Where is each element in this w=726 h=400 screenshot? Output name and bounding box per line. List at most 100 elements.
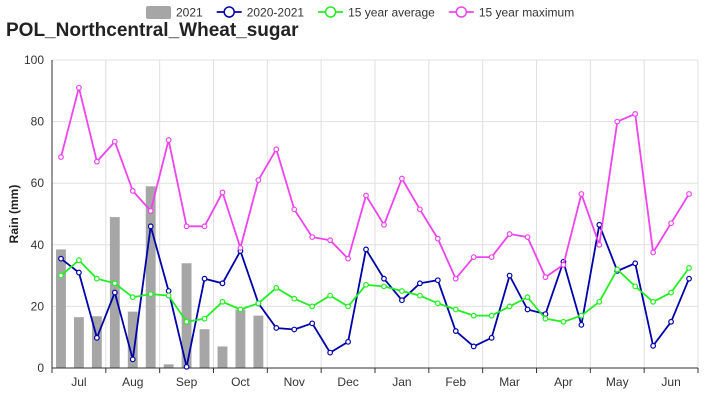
point-15-year-average — [524, 294, 531, 301]
point-15-year-average — [596, 298, 603, 305]
point-15-year-maximum — [129, 187, 136, 194]
bar-2021 — [199, 329, 210, 368]
point-2020-2021 — [650, 342, 657, 349]
point-15-year-maximum — [273, 146, 280, 153]
point-2020-2021 — [219, 280, 226, 287]
point-15-year-average — [111, 280, 118, 287]
line-2020-2021 — [60, 221, 690, 368]
point-15-year-average — [416, 292, 423, 299]
point-15-year-maximum — [560, 261, 567, 268]
point-2020-2021 — [291, 326, 298, 333]
line-series — [58, 84, 692, 370]
x-tick-label-jul: Jul — [71, 375, 86, 389]
point-15-year-average — [560, 318, 567, 325]
legend[interactable]: 2021 2020-2021 15 year average 15 year maxi… — [146, 6, 574, 20]
point-15-year-average — [237, 306, 244, 313]
point-2020-2021 — [686, 275, 692, 282]
point-15-year-maximum — [309, 234, 316, 241]
legend-label: 15 year average — [348, 6, 435, 20]
point-15-year-maximum — [452, 275, 459, 282]
point-15-year-maximum — [650, 249, 657, 256]
bar-2021 — [235, 309, 246, 368]
point-15-year-average — [399, 288, 405, 294]
legend-item-2020-2021[interactable]: 2020-2021 — [216, 6, 305, 20]
point-2020-2021 — [183, 363, 190, 370]
y-axis-title: Rain (mm) — [7, 185, 21, 244]
bar-2021 — [163, 364, 174, 368]
point-15-year-average — [488, 312, 495, 319]
point-15-year-maximum — [632, 110, 639, 117]
point-15-year-maximum — [506, 231, 513, 237]
point-15-year-average — [632, 283, 639, 290]
point-15-year-maximum — [614, 118, 621, 125]
point-2020-2021 — [668, 318, 674, 325]
point-15-year-maximum — [111, 138, 118, 145]
point-2020-2021 — [434, 277, 441, 284]
bar-2021 — [127, 311, 138, 368]
point-15-year-maximum — [686, 191, 692, 197]
y-tick-label: 100 — [24, 53, 44, 67]
point-15-year-average — [76, 257, 82, 264]
point-15-year-average — [650, 298, 657, 305]
point-2020-2021 — [93, 334, 100, 341]
point-15-year-maximum — [399, 175, 405, 182]
point-15-year-maximum — [470, 254, 477, 261]
x-tick-label-may: May — [606, 375, 629, 389]
point-15-year-average — [363, 281, 369, 288]
point-2020-2021 — [452, 328, 459, 334]
point-15-year-average — [452, 306, 459, 313]
bar-2021 — [91, 316, 102, 368]
point-2020-2021 — [399, 297, 405, 304]
point-15-year-maximum — [345, 255, 351, 262]
y-tick-label: 40 — [31, 238, 45, 252]
point-2020-2021 — [147, 223, 154, 230]
point-15-year-average — [470, 312, 477, 319]
point-15-year-average — [345, 303, 351, 310]
point-15-year-maximum — [183, 223, 190, 230]
point-2020-2021 — [416, 280, 423, 287]
bar-2021 — [253, 315, 264, 368]
legend-item-2021[interactable]: 2021 — [146, 6, 203, 20]
bar-2021 — [73, 317, 84, 368]
point-2020-2021 — [632, 260, 639, 267]
point-15-year-maximum — [596, 241, 603, 248]
legend-item-15-year-average[interactable]: 15 year average — [318, 6, 435, 20]
point-15-year-maximum — [165, 137, 172, 143]
point-15-year-maximum — [76, 84, 82, 91]
x-tick-label-feb: Feb — [445, 375, 466, 389]
point-15-year-maximum — [58, 154, 64, 160]
point-15-year-maximum — [237, 244, 244, 251]
point-2020-2021 — [58, 255, 64, 262]
point-15-year-average — [165, 292, 172, 299]
x-tick-label-apr: Apr — [554, 375, 573, 389]
point-15-year-maximum — [416, 206, 423, 213]
point-15-year-average — [327, 292, 334, 299]
legend-marker — [324, 6, 337, 18]
point-15-year-average — [542, 315, 549, 322]
legend-label: 2020-2021 — [247, 6, 305, 20]
point-15-year-maximum — [542, 274, 549, 281]
point-2020-2021 — [363, 246, 369, 253]
legend-label: 2021 — [176, 6, 203, 20]
point-15-year-maximum — [524, 234, 531, 241]
point-15-year-average — [255, 300, 262, 307]
point-15-year-average — [686, 265, 692, 271]
point-15-year-average — [201, 315, 208, 322]
point-2020-2021 — [111, 289, 118, 296]
point-2020-2021 — [129, 356, 136, 363]
line-15-year-average — [60, 258, 690, 323]
legend-marker — [223, 6, 235, 18]
point-2020-2021 — [506, 272, 513, 279]
x-tick-label-jun: Jun — [661, 375, 680, 389]
point-15-year-average — [309, 303, 316, 310]
point-15-year-maximum — [363, 192, 369, 199]
point-2020-2021 — [381, 275, 387, 282]
bar-2021 — [145, 186, 156, 368]
point-15-year-maximum — [668, 220, 674, 227]
y-tick-label: 60 — [31, 176, 45, 190]
legend-item-15-year-maximum[interactable]: 15 year maximum — [448, 6, 574, 20]
point-15-year-maximum — [434, 235, 441, 242]
point-15-year-average — [578, 312, 585, 319]
point-15-year-average — [434, 300, 441, 307]
point-15-year-average — [668, 289, 674, 296]
